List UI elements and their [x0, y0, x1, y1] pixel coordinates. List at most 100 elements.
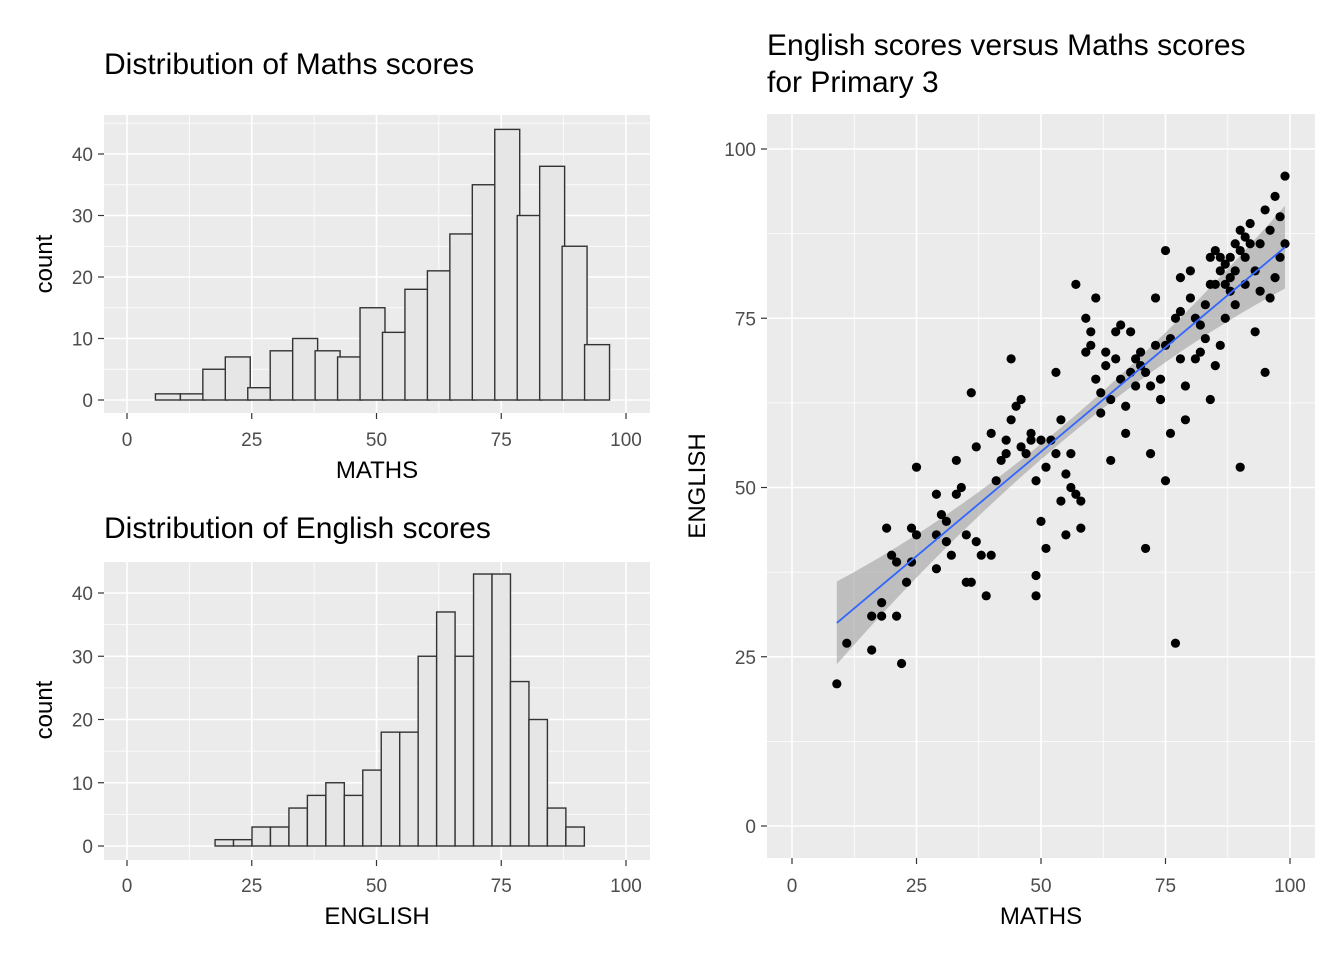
maths-histogram-title: Distribution of Maths scores — [104, 48, 474, 81]
scatter-point — [1160, 245, 1171, 256]
english-histogram-xlabel: ENGLISH — [324, 903, 429, 930]
scatter-point — [1016, 442, 1026, 452]
english-x-tick-label: 75 — [491, 876, 512, 897]
scatter-point — [1121, 428, 1131, 438]
scatter-point — [901, 577, 912, 587]
maths-y-tick-label: 20 — [72, 268, 93, 289]
english-histogram-bar — [472, 573, 493, 847]
maths-histogram-bar — [202, 368, 229, 401]
scatter-point — [1111, 327, 1121, 337]
scatter-point — [1071, 489, 1081, 499]
scatter-point — [961, 530, 971, 540]
scatter-point — [1165, 428, 1176, 438]
scatter-point — [832, 679, 842, 689]
scatter-point — [1011, 401, 1021, 411]
scatter-point — [1006, 354, 1016, 364]
scatter-axes: 0 25 50 75 100 0 25 50 75 100 — [724, 140, 1306, 897]
scatter-point — [1235, 225, 1245, 235]
english-histogram: Distribution of English scores 0 25 50 75 10… — [31, 512, 650, 930]
scatter-point — [946, 550, 956, 560]
scatter-x-tick-label: 25 — [906, 876, 927, 897]
scatter-point — [1096, 388, 1106, 398]
maths-histogram-bar — [154, 393, 182, 401]
scatter-point — [1245, 218, 1255, 229]
scatter-point — [1155, 374, 1166, 384]
english-histogram-bar — [399, 731, 419, 847]
scatter-point — [1245, 239, 1255, 249]
scatter-point — [1081, 313, 1091, 323]
scatter-point — [941, 537, 951, 547]
english-histogram-bar — [214, 838, 235, 847]
scatter-point — [996, 455, 1006, 466]
english-y-tick-label: 40 — [72, 584, 93, 605]
scatter-point — [1101, 361, 1111, 371]
maths-histogram-bar — [561, 245, 588, 401]
scatter-point — [1031, 476, 1041, 486]
scatter-point — [1041, 462, 1051, 472]
english-histogram-bars — [214, 573, 586, 847]
scatter-point — [887, 550, 897, 560]
scatter-x-tick-label: 0 — [787, 876, 798, 897]
scatter-point — [1280, 171, 1290, 181]
scatter-point — [1220, 259, 1230, 269]
scatter-point — [1076, 523, 1086, 533]
scatter-title-line-1: English scores versus Maths scores — [767, 29, 1246, 62]
scatter-point — [1175, 273, 1186, 283]
maths-x-tick-label: 0 — [122, 430, 133, 451]
maths-x-tick-label: 100 — [610, 430, 642, 451]
scatter-y-tick-label: 75 — [735, 309, 756, 330]
scatter-x-tick-label: 100 — [1274, 876, 1306, 897]
scatter-point — [991, 476, 1001, 486]
scatter-point — [1155, 394, 1166, 405]
scatter-point — [1001, 449, 1011, 459]
scatter-point — [1255, 286, 1265, 296]
maths-histogram-bar — [381, 331, 409, 401]
scatter-point — [1280, 239, 1290, 249]
scatter-point — [1116, 320, 1126, 330]
scatter-point — [1225, 273, 1235, 283]
scatter-point — [1056, 496, 1066, 506]
maths-histogram-bar — [471, 184, 498, 401]
scatter-trend-line-path — [836, 246, 1286, 624]
scatter-point — [1200, 300, 1210, 310]
scatter-y-tick-label: 0 — [745, 817, 756, 838]
scatter-point — [1140, 367, 1151, 378]
maths-y-tick-label: 0 — [82, 391, 93, 412]
scatter-point — [1220, 313, 1230, 323]
maths-histogram-xlabel: MATHS — [336, 457, 418, 484]
scatter-point — [1111, 354, 1121, 364]
scatter-point — [1215, 252, 1225, 262]
scatter-point — [1180, 415, 1191, 425]
english-x-tick-label: 0 — [122, 876, 133, 897]
english-histogram-axes: 0 25 50 75 100 0 10 20 30 40 — [72, 584, 642, 897]
scatter-point — [1096, 408, 1106, 418]
english-histogram-bar — [509, 680, 530, 847]
maths-x-tick-label: 50 — [366, 430, 387, 451]
scatter-point — [951, 489, 961, 499]
scatter-point — [986, 428, 996, 438]
scatter-point — [971, 442, 981, 452]
scatter-point — [1260, 367, 1270, 378]
scatter-point — [1215, 266, 1225, 276]
scatter-point — [931, 489, 942, 499]
scatter-point — [1215, 340, 1225, 350]
scatter-point — [966, 577, 976, 587]
scatter-point — [1270, 191, 1280, 201]
scatter-point — [1185, 266, 1195, 276]
english-histogram-bar — [546, 807, 567, 847]
scatter-point — [1260, 205, 1270, 215]
scatter-point — [1210, 361, 1220, 371]
scatter-point — [986, 550, 996, 560]
maths-histogram-bar — [179, 393, 207, 401]
scatter-point — [1240, 232, 1250, 242]
maths-histogram-bars — [154, 128, 611, 401]
english-histogram-bar — [288, 807, 309, 847]
scatter-point — [1066, 449, 1076, 459]
scatter-point — [1145, 381, 1156, 391]
scatter-point — [951, 455, 961, 466]
scatter-point — [1076, 496, 1086, 506]
scatter-point — [891, 557, 902, 567]
scatter-point — [1031, 591, 1041, 601]
scatter-point — [931, 530, 942, 540]
